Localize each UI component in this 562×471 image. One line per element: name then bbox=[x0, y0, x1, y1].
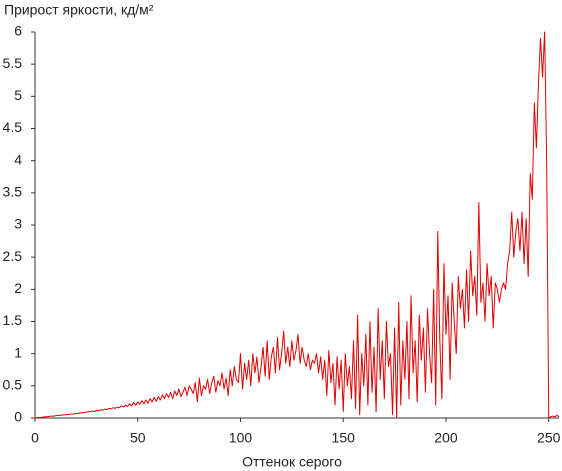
y-tick-label: 5.5 bbox=[3, 55, 23, 71]
x-tick-label: 150 bbox=[332, 430, 356, 446]
chart-title: Прирост яркости, кд/м² bbox=[4, 2, 154, 18]
y-tick-label: 2 bbox=[14, 280, 22, 296]
y-tick-label: 0 bbox=[14, 409, 22, 425]
x-tick-label: 100 bbox=[229, 430, 253, 446]
y-tick-label: 3.5 bbox=[3, 184, 23, 200]
y-tick-label: 1.5 bbox=[3, 312, 23, 328]
y-tick-label: 2.5 bbox=[3, 248, 23, 264]
x-tick-label: 0 bbox=[31, 430, 39, 446]
x-tick-label: 200 bbox=[434, 430, 458, 446]
y-tick-label: 1 bbox=[14, 344, 22, 360]
y-tick-label: 0.5 bbox=[3, 377, 23, 393]
y-tick-label: 6 bbox=[14, 23, 22, 39]
y-tick-label: 4.5 bbox=[3, 119, 23, 135]
x-axis-label: Оттенок серого bbox=[242, 454, 342, 470]
x-tick-label: 250 bbox=[537, 430, 561, 446]
y-tick-label: 3 bbox=[14, 216, 22, 232]
y-tick-label: 4 bbox=[14, 151, 22, 167]
x-tick-label: 50 bbox=[130, 430, 146, 446]
data-line bbox=[34, 31, 560, 419]
y-tick-label: 5 bbox=[14, 87, 22, 103]
